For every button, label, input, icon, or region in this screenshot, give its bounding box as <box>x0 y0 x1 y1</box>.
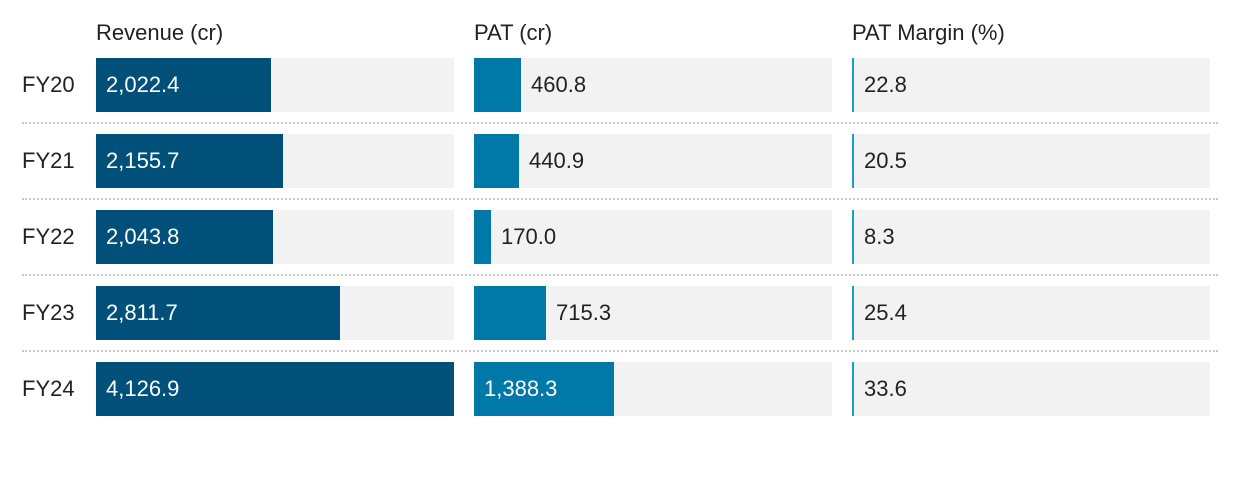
bar-track: 1,388.3 <box>474 362 832 416</box>
bar-track: 2,811.7 <box>96 286 454 340</box>
bar-track: 22.8 <box>852 58 1210 112</box>
bar <box>96 286 340 340</box>
data-label: 8.3 <box>864 224 895 249</box>
data-label: 460.8 <box>531 72 587 97</box>
bar <box>474 286 546 340</box>
data-label: 25.4 <box>864 300 907 325</box>
row-label: FY20 <box>22 72 75 97</box>
bar-track: 25.4 <box>852 286 1210 340</box>
data-label: 2,811.7 <box>106 300 178 325</box>
row-label: FY22 <box>22 224 75 249</box>
bar <box>96 210 273 264</box>
row-separator <box>22 198 1218 200</box>
data-label: 440.9 <box>529 148 585 173</box>
column-header: PAT Margin (%) <box>852 20 1005 45</box>
data-label: 170.0 <box>501 224 557 249</box>
row-label: FY24 <box>22 376 75 401</box>
bar-track: 20.5 <box>852 134 1210 188</box>
bar-track: 2,022.4 <box>96 58 454 112</box>
bar <box>852 134 854 188</box>
data-label: 22.8 <box>864 72 907 97</box>
data-label: 2,155.7 <box>106 148 180 173</box>
bar <box>852 58 854 112</box>
bar-track: 715.3 <box>474 286 832 340</box>
bar <box>474 362 614 416</box>
data-label: 1,388.3 <box>484 376 558 401</box>
data-label: 715.3 <box>556 300 612 325</box>
column-header: PAT (cr) <box>474 20 553 45</box>
bar <box>852 362 854 416</box>
data-label: 4,126.9 <box>106 376 180 401</box>
row-separator <box>22 122 1218 124</box>
bar-track: 8.3 <box>852 210 1210 264</box>
column-header: Revenue (cr) <box>96 20 224 45</box>
bar-track: 2,043.8 <box>96 210 454 264</box>
bar <box>474 58 521 112</box>
row-separator <box>22 274 1218 276</box>
row-label: FY21 <box>22 148 75 173</box>
data-label: 33.6 <box>864 376 907 401</box>
bar-track: 33.6 <box>852 362 1210 416</box>
bar <box>852 286 854 340</box>
bar-track: 170.0 <box>474 210 832 264</box>
bar <box>852 210 854 264</box>
bar-track: 460.8 <box>474 58 832 112</box>
row-separator <box>22 350 1218 352</box>
data-label: 2,022.4 <box>106 72 180 97</box>
bar <box>96 58 271 112</box>
bar <box>474 134 519 188</box>
data-label: 20.5 <box>864 148 907 173</box>
data-label: 2,043.8 <box>106 224 180 249</box>
bar-track: 440.9 <box>474 134 832 188</box>
bar-track: 4,126.9 <box>96 362 454 416</box>
bar <box>96 362 454 416</box>
bar <box>96 134 283 188</box>
bar <box>474 210 491 264</box>
row-label: FY23 <box>22 300 75 325</box>
bar-track: 2,155.7 <box>96 134 454 188</box>
